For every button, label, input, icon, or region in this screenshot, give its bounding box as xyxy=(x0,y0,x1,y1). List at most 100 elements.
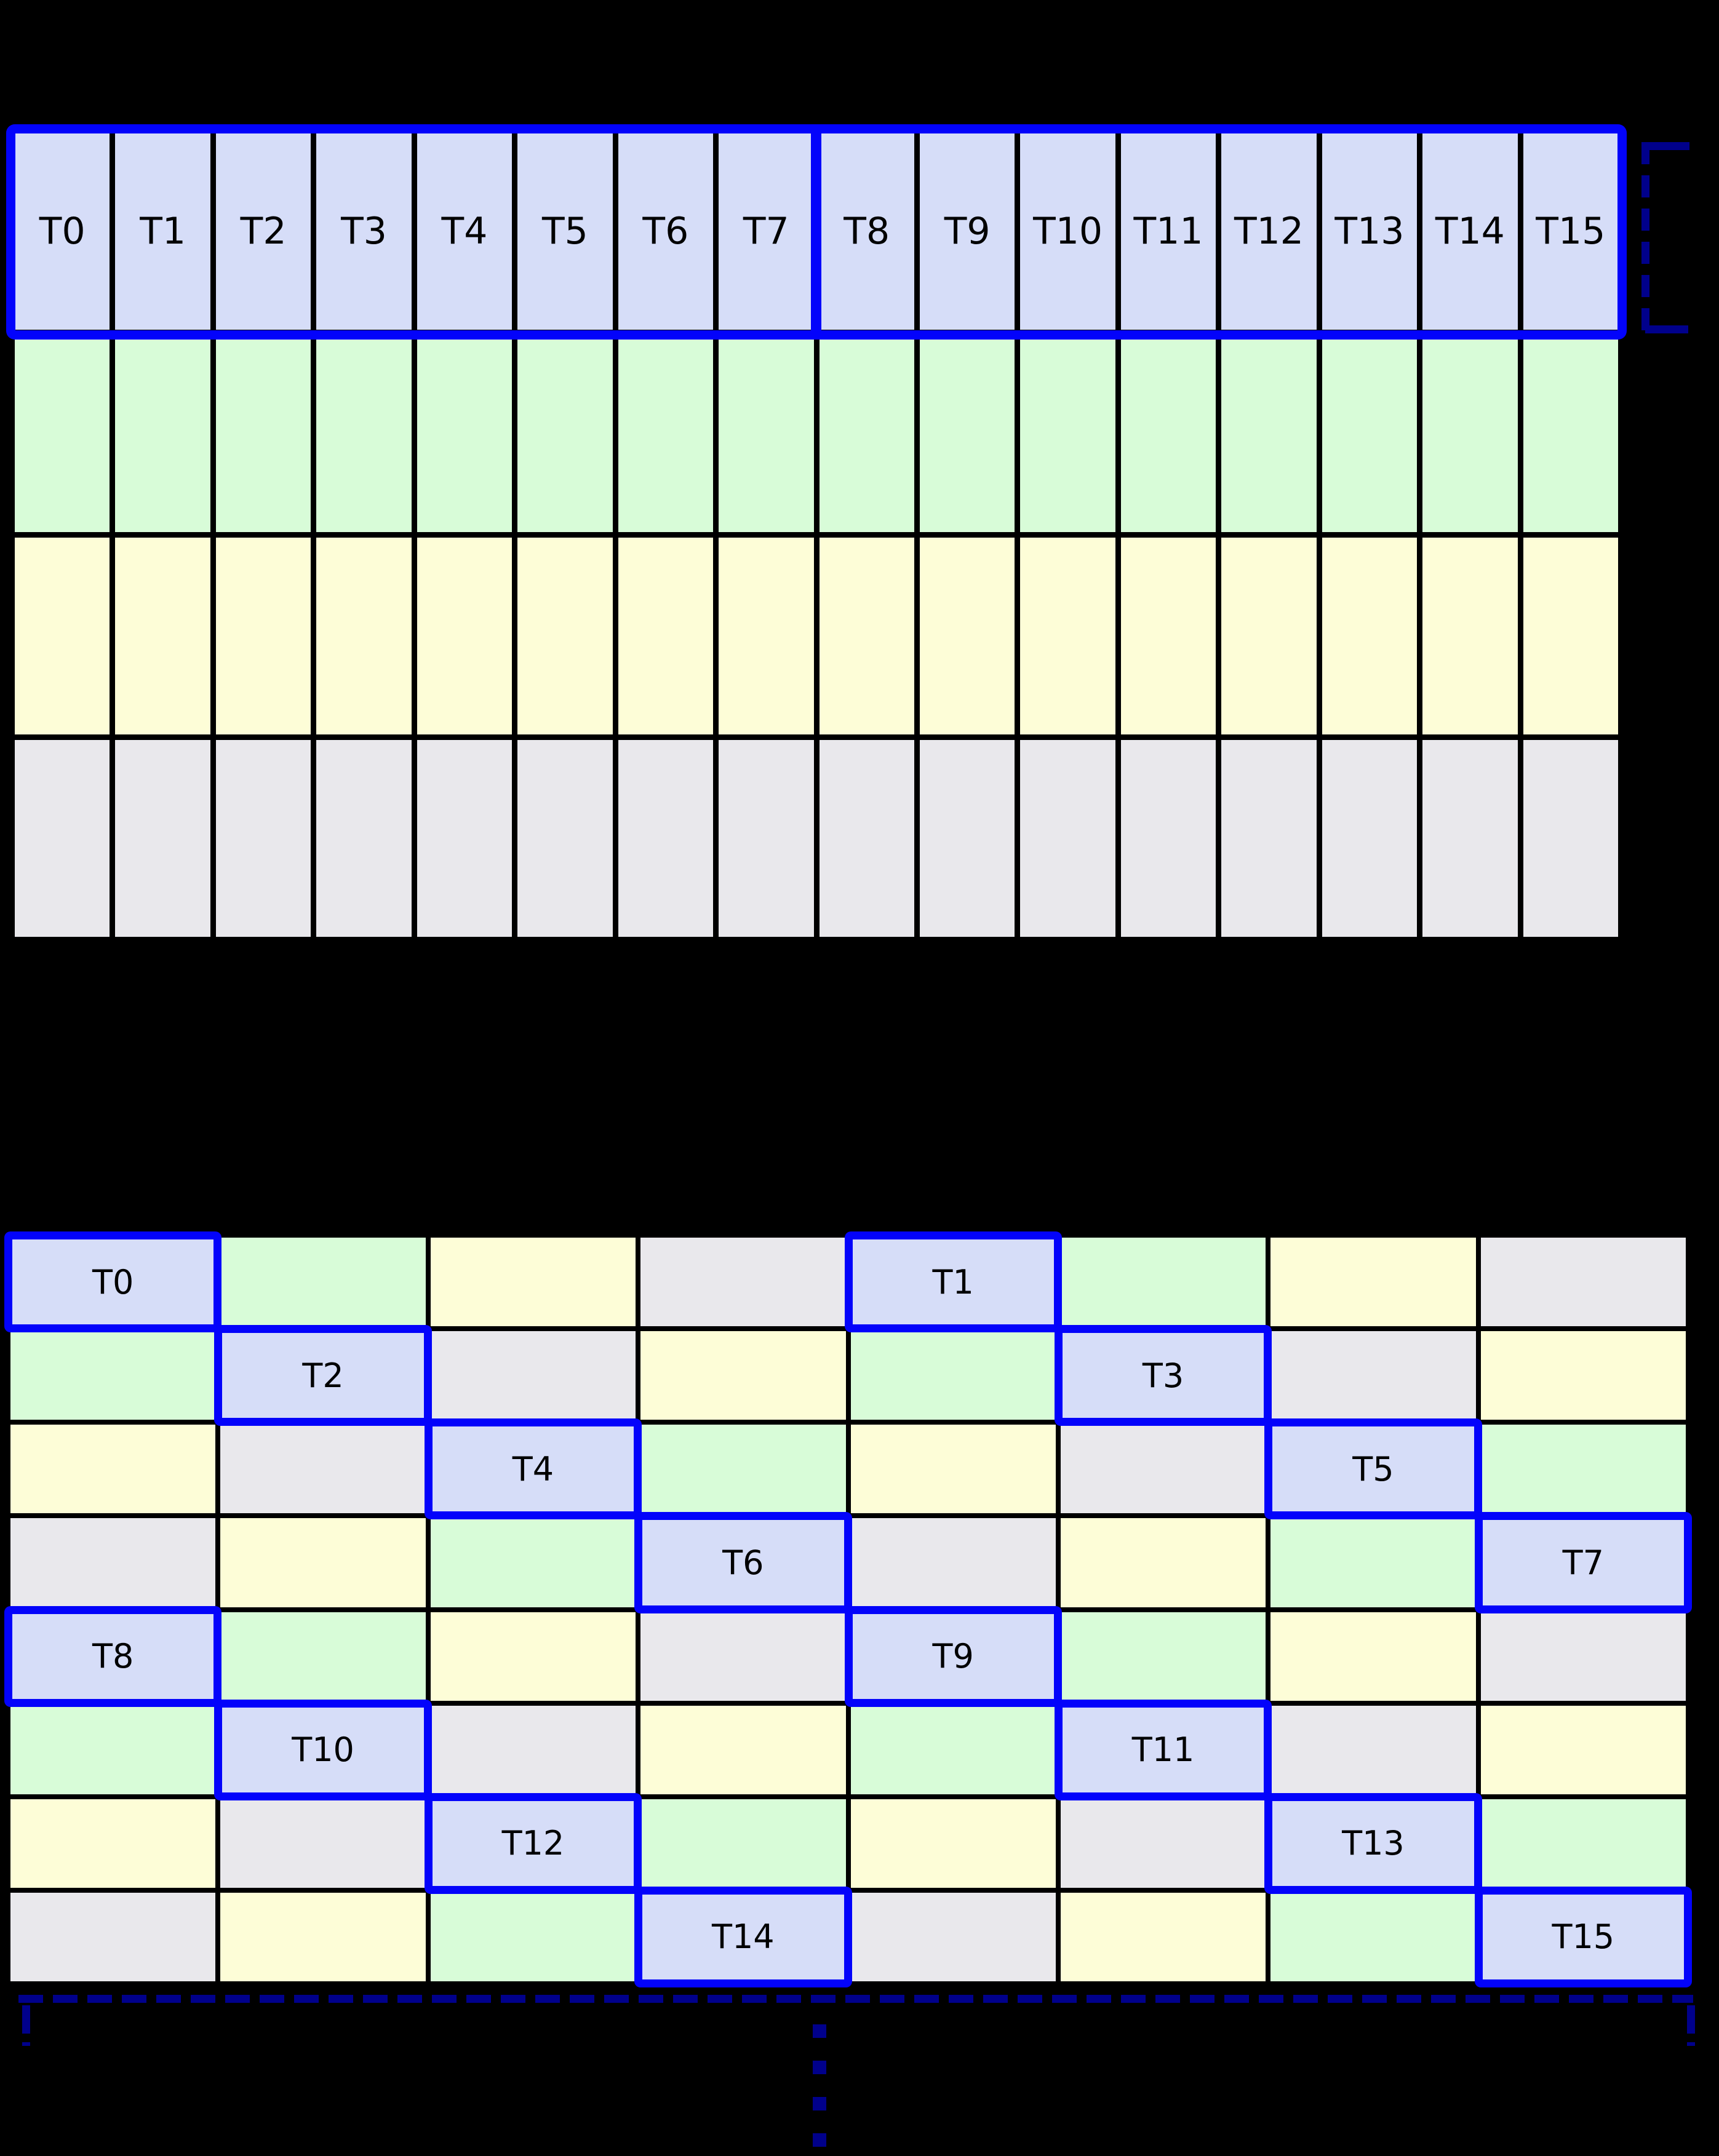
top-grid-memory-cell xyxy=(919,740,1015,937)
top-grid-memory-cell xyxy=(417,335,513,532)
swizzled-memory-cell xyxy=(10,1705,216,1794)
swizzled-memory-cell xyxy=(1060,1238,1266,1327)
top-grid-memory-cell xyxy=(1020,538,1115,734)
swizzled-thread-cell: T10 xyxy=(214,1699,433,1800)
top-grid-memory-cell xyxy=(15,740,110,937)
swizzled-memory-cell xyxy=(850,1425,1056,1514)
swizzled-thread-cell: T5 xyxy=(1264,1418,1483,1520)
top-grid-memory-cell xyxy=(115,335,210,532)
top-grid-memory-cell xyxy=(819,538,914,734)
top-grid-memory-cell xyxy=(819,740,914,937)
swizzled-memory-cell xyxy=(1060,1892,1266,1981)
swizzled-grid: T0 T1 T2 T3 T4 T5 T6 T7 T8 T9 T10 T11 T12 T13 T14 T15 xyxy=(4,1231,1693,1988)
top-grid-thread-cell: T8 xyxy=(819,133,914,330)
top-grid-thread-cell: T11 xyxy=(1120,133,1216,330)
swizzled-thread-cell: T13 xyxy=(1264,1792,1483,1895)
top-grid-memory-cell xyxy=(1322,740,1418,937)
swizzled-memory-cell xyxy=(1480,1331,1686,1420)
swizzled-memory-cell xyxy=(1270,1518,1476,1607)
top-grid-memory-cell xyxy=(618,335,714,532)
continuation-dot xyxy=(813,2097,826,2110)
swizzled-memory-cell xyxy=(10,1331,216,1420)
top-grid-memory-cell xyxy=(1422,335,1518,532)
top-grid-memory-cell xyxy=(316,740,412,937)
top-grid-memory-cell xyxy=(1322,538,1418,734)
top-grid-memory-cell xyxy=(1322,335,1418,532)
swizzled-memory-cell xyxy=(1060,1612,1266,1701)
swizzled-memory-cell xyxy=(1480,1799,1686,1888)
thread-label: T11 xyxy=(1131,1730,1195,1770)
top-grid-memory-cell xyxy=(316,538,412,734)
swizzled-memory-cell xyxy=(430,1705,636,1794)
swizzled-memory-cell xyxy=(10,1799,216,1888)
top-grid-memory-cell xyxy=(919,335,1015,532)
swizzled-memory-cell xyxy=(640,1238,846,1327)
swizzled-memory-cell xyxy=(640,1705,846,1794)
swizzled-thread-cell: T7 xyxy=(1474,1512,1693,1613)
thread-label: T12 xyxy=(1234,210,1304,253)
bracket-spine xyxy=(1641,142,1649,333)
thread-label: T0 xyxy=(92,1262,134,1302)
swizzled-memory-cell xyxy=(850,1705,1056,1794)
swizzled-memory-cell xyxy=(640,1799,846,1888)
top-grid-memory-cell xyxy=(517,335,613,532)
top-grid-memory-cell xyxy=(115,740,210,937)
top-grid-thread-cell: T1 xyxy=(115,133,210,330)
bracket-left-tick xyxy=(22,2005,30,2046)
top-grid-memory-cell xyxy=(1221,538,1317,734)
top-grid-thread-cell: T7 xyxy=(719,133,814,330)
swizzled-thread-cell: T3 xyxy=(1054,1325,1272,1426)
top-grid-thread-cell: T2 xyxy=(215,133,311,330)
swizzled-memory-cell xyxy=(220,1518,426,1607)
thread-label: T1 xyxy=(932,1262,974,1302)
bracket-right-tick xyxy=(1687,2005,1695,2046)
thread-label: T1 xyxy=(140,210,186,253)
thread-label: T2 xyxy=(240,210,287,253)
swizzled-thread-cell: T1 xyxy=(844,1231,1063,1333)
half-warp-divider xyxy=(811,125,821,338)
swizzled-thread-cell: T15 xyxy=(1474,1886,1693,1988)
top-grid-memory-cell xyxy=(1422,538,1518,734)
top-grid-memory-cell xyxy=(1523,740,1618,937)
swizzled-memory-cell xyxy=(1480,1705,1686,1794)
swizzled-memory-cell xyxy=(850,1331,1056,1420)
top-grid-memory-cell xyxy=(719,538,814,734)
top-grid-thread-cell: T4 xyxy=(417,133,513,330)
swizzled-memory-cell xyxy=(1480,1238,1686,1327)
bracket-top-arm xyxy=(1645,142,1689,150)
swizzled-memory-cell xyxy=(1480,1612,1686,1701)
bracket-bottom-arm xyxy=(1645,325,1688,333)
thread-label: T6 xyxy=(642,210,689,253)
thread-label: T14 xyxy=(1435,210,1505,253)
swizzled-memory-cell xyxy=(430,1518,636,1607)
swizzled-memory-cell xyxy=(220,1425,426,1514)
swizzled-thread-cell: T8 xyxy=(4,1605,222,1707)
thread-label: T4 xyxy=(512,1449,554,1489)
swizzled-thread-cell: T11 xyxy=(1054,1699,1272,1800)
top-grid-thread-cell: T6 xyxy=(618,133,714,330)
thread-label: T3 xyxy=(1142,1356,1184,1395)
swizzled-memory-cell xyxy=(1270,1238,1476,1327)
top-grid-thread-cell: T9 xyxy=(919,133,1015,330)
thread-label: T10 xyxy=(292,1730,354,1770)
swizzled-memory-cell xyxy=(220,1799,426,1888)
swizzled-memory-cell xyxy=(850,1799,1056,1888)
thread-label: T2 xyxy=(302,1356,344,1395)
thread-label: T8 xyxy=(844,210,890,253)
top-grid-thread-cell: T10 xyxy=(1020,133,1115,330)
thread-label: T12 xyxy=(501,1824,565,1863)
top-grid-memory-cell xyxy=(517,740,613,937)
top-grid-memory-cell xyxy=(1020,335,1115,532)
top-grid-memory-cell xyxy=(1120,335,1216,532)
top-grid-memory-cell xyxy=(618,740,714,937)
top-grid-memory-cell xyxy=(215,538,311,734)
thread-label: T4 xyxy=(441,210,488,253)
top-grid-memory-cell xyxy=(417,740,513,937)
thread-label: T0 xyxy=(39,210,86,253)
top-grid-memory-cell xyxy=(115,538,210,734)
swizzled-memory-cell xyxy=(1480,1425,1686,1514)
swizzled-memory-cell xyxy=(220,1238,426,1327)
top-grid-thread-cell: T13 xyxy=(1322,133,1418,330)
top-grid-memory-cell xyxy=(1120,538,1216,734)
